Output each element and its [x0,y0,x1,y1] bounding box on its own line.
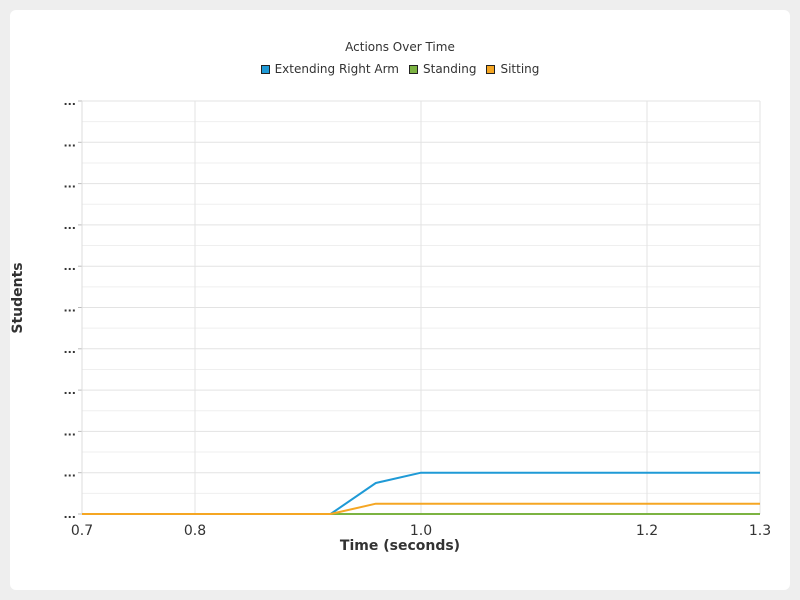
chart-title: Actions Over Time [345,40,455,54]
x-tick-label: 1.3 [749,523,771,539]
y-tick-label: ... [63,260,76,273]
legend-item-standing[interactable]: Standing [409,62,476,76]
y-tick-label: ... [63,343,76,356]
y-tick-label: ... [63,384,76,397]
x-axis-label: Time (seconds) [339,538,461,554]
y-tick-label: ... [63,508,76,521]
legend-label: Standing [423,62,477,76]
y-axis-label: Students [10,262,26,334]
series-line-sitting [82,502,760,515]
y-tick-label: ... [63,467,76,480]
y-tick-label: ... [63,95,76,108]
x-tick-label: 0.8 [184,523,206,539]
x-tick-label: 1.2 [636,523,658,539]
legend-label: Extending Right Arm [274,62,399,76]
y-tick-label: ... [63,136,76,149]
y-tick-label: ... [63,219,76,232]
y-tick-label: ... [63,302,76,315]
legend-item-extending-right-arm[interactable]: Extending Right Arm [260,62,399,76]
legend-item-sitting[interactable]: Sitting [486,62,539,76]
legend-swatch [409,64,418,74]
chart-legend: Extending Right Arm Standing Sitting [10,62,790,76]
x-tick-label: 1.0 [410,523,432,539]
y-tick-label: ... [63,178,76,191]
x-tick-label: 0.7 [71,523,93,539]
legend-swatch [260,64,270,74]
legend-label: Sitting [500,62,540,76]
legend-swatch [486,64,496,74]
y-tick-label: ... [63,425,76,438]
